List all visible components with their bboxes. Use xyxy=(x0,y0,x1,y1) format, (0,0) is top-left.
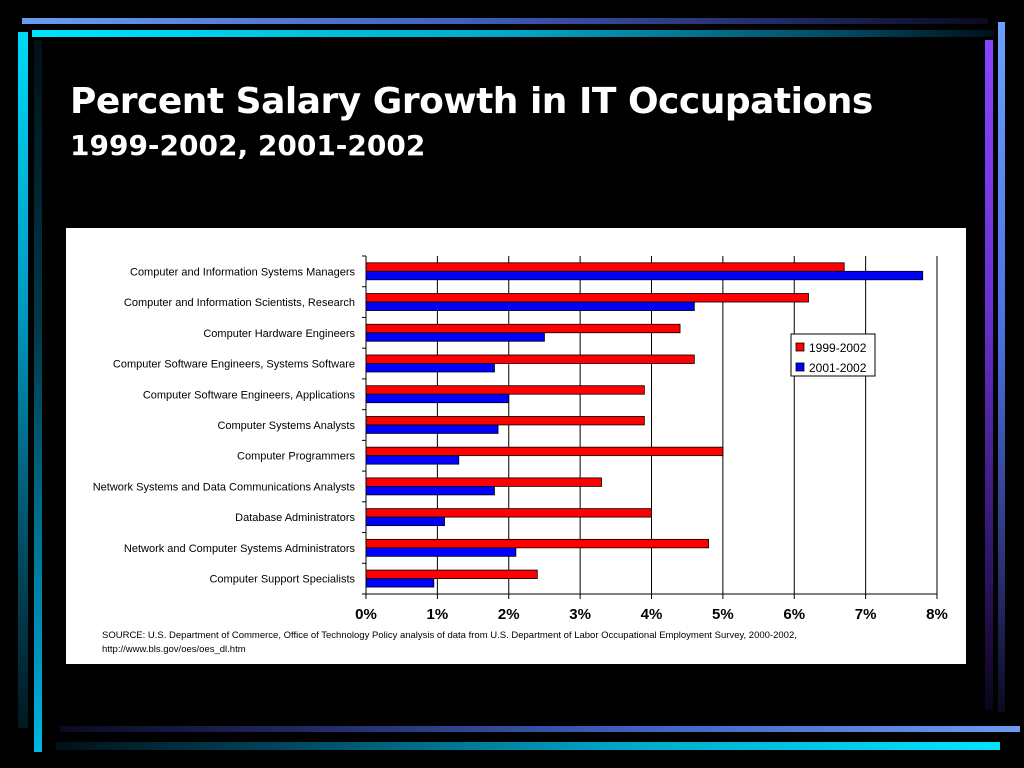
bar-series-2 xyxy=(365,332,545,342)
slide-subtitle: 1999-2002, 2001-2002 xyxy=(70,129,426,162)
legend-box xyxy=(790,333,876,377)
frame-bottom-cyan-bar xyxy=(56,742,1000,750)
bar-series-2 xyxy=(365,270,924,281)
category-label: Database Administrators xyxy=(235,512,355,524)
x-tick-label: 4% xyxy=(641,606,663,623)
x-tick-label: 6% xyxy=(783,606,805,623)
bar-chart: 0% 1% 2% 3% 4% 5% 6% 7% 8% Computer and Informati… xyxy=(93,255,948,623)
frame-top-bar xyxy=(22,18,988,24)
x-tick-label: 1% xyxy=(427,606,449,623)
bar-series-1 xyxy=(365,354,695,364)
bar-series-1 xyxy=(365,262,845,272)
bar-series-2 xyxy=(365,455,460,465)
x-tick-label: 7% xyxy=(855,606,877,623)
category-label: Computer Software Engineers, Application… xyxy=(143,389,356,401)
category-label: Computer Software Engineers, Systems Sof… xyxy=(113,359,355,371)
category-label: Computer and Information Systems Manager… xyxy=(130,266,355,278)
bar-series-1 xyxy=(365,416,645,426)
frame-left-bar xyxy=(18,32,28,728)
bar-series-1 xyxy=(365,385,645,395)
frame-left-inner-bar xyxy=(34,40,42,752)
x-tick-label: 0% xyxy=(355,606,377,623)
category-label: Computer Support Specialists xyxy=(209,574,355,586)
bar-series-2 xyxy=(365,547,517,557)
frame-right-bar xyxy=(998,22,1005,712)
legend-label: 2001-2002 xyxy=(809,361,867,375)
category-label: Computer Hardware Engineers xyxy=(203,328,355,340)
x-tick-label: 8% xyxy=(926,606,948,623)
bar-series-1 xyxy=(365,293,809,303)
frame-top-cyan-bar xyxy=(32,30,994,37)
bar-series-2 xyxy=(365,485,495,496)
category-label: Network and Computer Systems Administrat… xyxy=(124,543,356,555)
bar-series-1 xyxy=(365,569,538,579)
bar-series-1 xyxy=(365,477,602,487)
bar-series-2 xyxy=(365,516,445,527)
bar-series-1 xyxy=(365,508,652,518)
x-tick-label: 3% xyxy=(569,606,591,623)
legend-swatch xyxy=(795,362,805,372)
x-tick-label: 2% xyxy=(498,606,520,623)
bar-series-2 xyxy=(365,424,499,434)
legend-swatch xyxy=(795,342,805,352)
bar-series-1 xyxy=(365,538,710,549)
bar-series-1 xyxy=(365,446,724,457)
source-note-line-1: SOURCE: U.S. Department of Commerce, Off… xyxy=(102,630,797,641)
category-label: Computer Programmers xyxy=(237,451,355,463)
frame-bottom-bar xyxy=(60,726,1020,732)
slide-title: Percent Salary Growth in IT Occupations xyxy=(70,81,873,122)
frame-right-purple-bar xyxy=(985,40,993,710)
bar-series-2 xyxy=(365,363,495,373)
category-label: Network Systems and Data Communications … xyxy=(93,481,356,493)
category-label: Computer Systems Analysts xyxy=(217,420,355,432)
chart-panel: 0% 1% 2% 3% 4% 5% 6% 7% 8% Computer and Informati… xyxy=(66,228,966,664)
bar-series-1 xyxy=(365,323,681,334)
bar-series-2 xyxy=(365,393,510,404)
legend-label: 1999-2002 xyxy=(809,341,867,355)
bar-series-2 xyxy=(365,578,435,588)
x-tick-label: 5% xyxy=(712,606,734,623)
source-note-line-2: http://www.bls.gov/oes/oes_dl.htm xyxy=(102,644,246,655)
bar-series-2 xyxy=(365,301,695,311)
category-label: Computer and Information Scientists, Res… xyxy=(124,297,355,309)
